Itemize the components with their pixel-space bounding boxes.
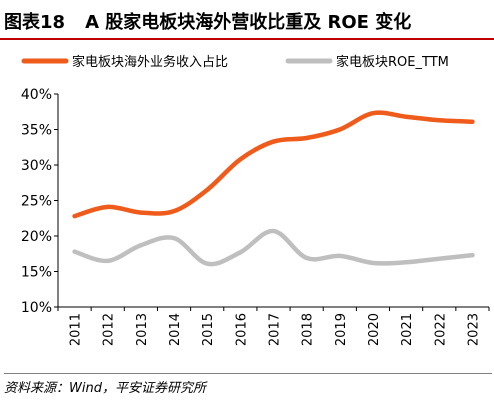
plot-area	[72, 110, 475, 267]
x-tick-label: 2020	[367, 313, 382, 346]
y-tick-label: 20%	[21, 229, 52, 245]
source-note: 资料来源：Wind，平安证券研究所	[4, 373, 492, 396]
x-tick-label: 2018	[301, 313, 316, 346]
legend-label-2: 家电板块ROE_TTM	[336, 54, 449, 70]
y-axis: 10% 15% 20% 25% 30% 35% 40%	[21, 87, 59, 316]
figure-header: 图表18 A 股家电板块海外营收比重及 ROE 变化	[0, 0, 494, 40]
figure-number: 图表18	[4, 12, 66, 33]
series-line-2	[72, 228, 475, 267]
x-tick-label: 2015	[201, 313, 216, 346]
x-tick-label: 2023	[466, 313, 481, 346]
x-tick-label: 2012	[102, 313, 117, 346]
line-chart: 家电板块海外业务收入占比 家电板块ROE_TTM 10% 15% 20% 25% 30% 3…	[21, 54, 490, 346]
x-tick-label: 2017	[268, 313, 283, 346]
x-tick-label: 2014	[168, 313, 183, 346]
x-tick-label: 2016	[234, 313, 249, 346]
y-tick-label: 30%	[21, 158, 52, 174]
x-tick-label: 2022	[433, 313, 448, 346]
x-tick-label: 2011	[69, 313, 84, 346]
y-tick-label: 10%	[21, 300, 52, 316]
series-line-1	[72, 110, 475, 219]
y-tick-label: 15%	[21, 265, 52, 281]
x-tick-label: 2013	[135, 313, 150, 346]
x-tick-label: 2019	[334, 313, 349, 346]
chart-legend: 家电板块海外业务收入占比 家电板块ROE_TTM	[21, 54, 449, 70]
figure-title-text: A 股家电板块海外营收比重及 ROE 变化	[85, 12, 412, 33]
y-tick-label: 35%	[21, 123, 52, 139]
figure-title: 图表18 A 股家电板块海外营收比重及 ROE 变化	[4, 8, 411, 34]
legend-label-1: 家电板块海外业务收入占比	[72, 54, 228, 70]
y-tick-label: 25%	[21, 194, 52, 210]
x-tick-label: 2021	[400, 313, 415, 346]
x-axis: 2011 2012 2013 2014 2015 2016 2017 2018 2019 2020…	[57, 306, 490, 346]
y-tick-label: 40%	[21, 87, 52, 103]
